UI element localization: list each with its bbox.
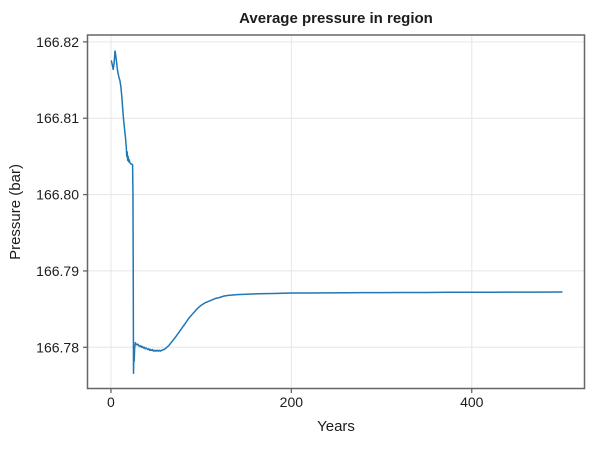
plot-border <box>86 34 586 390</box>
series-layer <box>110 50 563 374</box>
tick-layer: 0 200 400 166.78 166.79 166.80 166.81 166.82 <box>36 34 483 410</box>
y-tick-label-166.78: 166.78 <box>36 339 79 355</box>
grid-layer <box>87 35 585 389</box>
y-tick-label-166.79: 166.79 <box>36 263 79 279</box>
y-tick-label-166.81: 166.81 <box>36 110 79 126</box>
y-tick-label-166.80: 166.80 <box>36 187 79 203</box>
x-tick-label-0: 0 <box>107 394 115 410</box>
x-axis-label: Years <box>317 418 355 435</box>
y-axis-label: Pressure (bar) <box>7 164 24 260</box>
x-tick-label-400: 400 <box>460 394 484 410</box>
chart-title: Average pressure in region <box>239 10 433 27</box>
series-line-average-pressure <box>110 50 563 374</box>
y-tick-label-166.82: 166.82 <box>36 34 79 50</box>
x-tick-label-200: 200 <box>280 394 304 410</box>
